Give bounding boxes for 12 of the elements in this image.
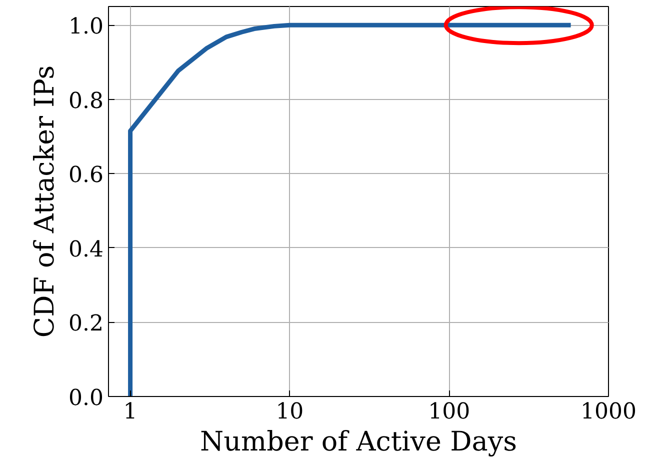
x-tick-label: 100 [428,400,470,424]
x-tick-label: 1 [123,400,138,424]
y-tick-label: 0.0 [68,386,104,411]
y-tick-label: 0.4 [68,237,104,262]
y-tick-label: 0.2 [68,312,104,337]
y-tick-label: 1.0 [68,14,104,40]
x-tick-label: 10 [276,400,304,424]
y-tick-label: 0.6 [68,163,104,188]
x-axis-title: Number of Active Days [200,426,517,458]
y-tick-label: 0.8 [68,88,104,114]
x-tick-label: 1000 [580,400,637,424]
y-axis-title: CDF of Attacker IPs [30,65,61,338]
